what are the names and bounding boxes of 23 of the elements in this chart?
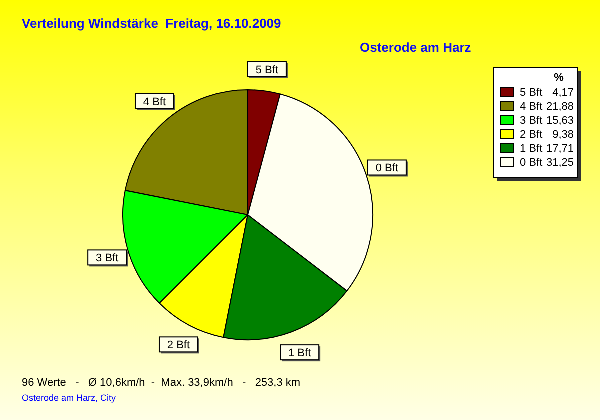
slice-label: 0 Bft	[376, 162, 399, 175]
slice-label: 2 Bft	[167, 340, 190, 352]
chart-subtitle: Osterode am Harz	[360, 40, 472, 55]
legend-label: 1 Bft	[520, 143, 543, 155]
legend-title: %	[554, 72, 564, 84]
legend-label: 4 Bft	[520, 101, 543, 113]
legend-label: 0 Bft	[520, 157, 543, 169]
slice-label: 3 Bft	[96, 252, 119, 265]
legend-label: 3 Bft	[520, 115, 543, 127]
data-label: 17,71	[546, 143, 574, 155]
data-label: 4,17	[552, 87, 574, 99]
slice-label: 1 Bft	[288, 348, 312, 360]
text: Osterode am Harz, City	[22, 393, 117, 403]
data-label: 31,25	[546, 157, 574, 169]
slice-label: 5 Bft	[256, 64, 279, 76]
text: 96 Werte - Ø 10,6km/h - Max. 33,9km/h - 253,3 km	[22, 377, 301, 389]
legend-label: 2 Bft	[520, 129, 543, 141]
chart-title: Verteilung Windstärke Freitag, 16.10.2009	[22, 16, 282, 31]
slice-label: 4 Bft	[143, 96, 166, 108]
data-label: 21,88	[546, 101, 574, 113]
legend-label: 5 Bft	[520, 87, 543, 99]
data-label: 9,38	[552, 129, 574, 141]
data-label: 15,63	[546, 115, 574, 127]
